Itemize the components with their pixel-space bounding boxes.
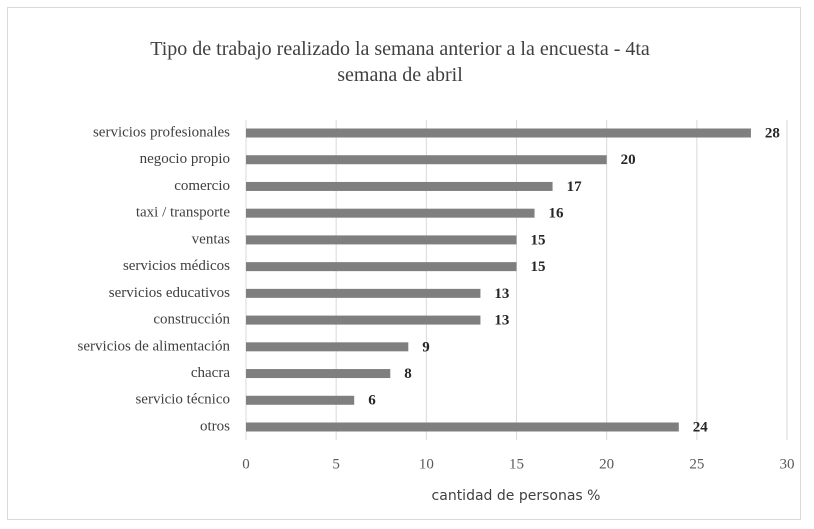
data-label: 24 bbox=[693, 419, 709, 435]
x-tick-label: 25 bbox=[689, 456, 704, 472]
data-label: 17 bbox=[567, 179, 583, 195]
bar bbox=[246, 342, 409, 352]
x-tick-label: 10 bbox=[419, 456, 434, 472]
data-label: 6 bbox=[368, 393, 376, 409]
y-tick-label: construcción bbox=[153, 312, 230, 328]
x-tick-label: 5 bbox=[332, 456, 340, 472]
bar bbox=[246, 235, 517, 245]
bar bbox=[246, 128, 751, 138]
data-label: 16 bbox=[549, 206, 565, 222]
bar bbox=[246, 288, 481, 298]
bar bbox=[246, 262, 517, 272]
data-label: 28 bbox=[765, 125, 780, 141]
y-tick-label: servicios de alimentación bbox=[78, 338, 231, 354]
y-tick-label: taxi / transporte bbox=[136, 205, 230, 221]
y-tick-label: ventas bbox=[192, 231, 230, 247]
data-label: 20 bbox=[621, 152, 636, 168]
x-tick-label: 20 bbox=[599, 456, 614, 472]
bar bbox=[246, 155, 607, 165]
data-label: 13 bbox=[494, 286, 509, 302]
x-axis-label: cantidad de personas % bbox=[432, 488, 601, 504]
chart-title: Tipo de trabajo realizado la semana ante… bbox=[150, 38, 650, 86]
y-tick-label: chacra bbox=[191, 365, 230, 381]
data-label: 9 bbox=[422, 339, 430, 355]
bar bbox=[246, 315, 481, 325]
data-label: 15 bbox=[531, 232, 546, 248]
y-tick-label: servicios profesionales bbox=[93, 124, 230, 140]
y-tick-label: comercio bbox=[174, 178, 230, 194]
data-label: 8 bbox=[404, 366, 412, 382]
bar bbox=[246, 181, 553, 191]
x-tick-label: 15 bbox=[509, 456, 524, 472]
y-tick-label: negocio propio bbox=[140, 151, 230, 167]
data-label: 15 bbox=[531, 259, 546, 275]
bar bbox=[246, 369, 391, 379]
bar bbox=[246, 208, 535, 218]
x-tick-label: 0 bbox=[242, 456, 250, 472]
bar bbox=[246, 395, 355, 405]
x-tick-label: 30 bbox=[780, 456, 795, 472]
data-label: 13 bbox=[494, 313, 509, 329]
y-tick-label: servicios médicos bbox=[123, 258, 230, 274]
bar bbox=[246, 422, 679, 432]
y-tick-label: otros bbox=[200, 418, 230, 434]
y-tick-label: servicios educativos bbox=[109, 285, 230, 301]
y-tick-label: servicio técnico bbox=[135, 392, 230, 408]
